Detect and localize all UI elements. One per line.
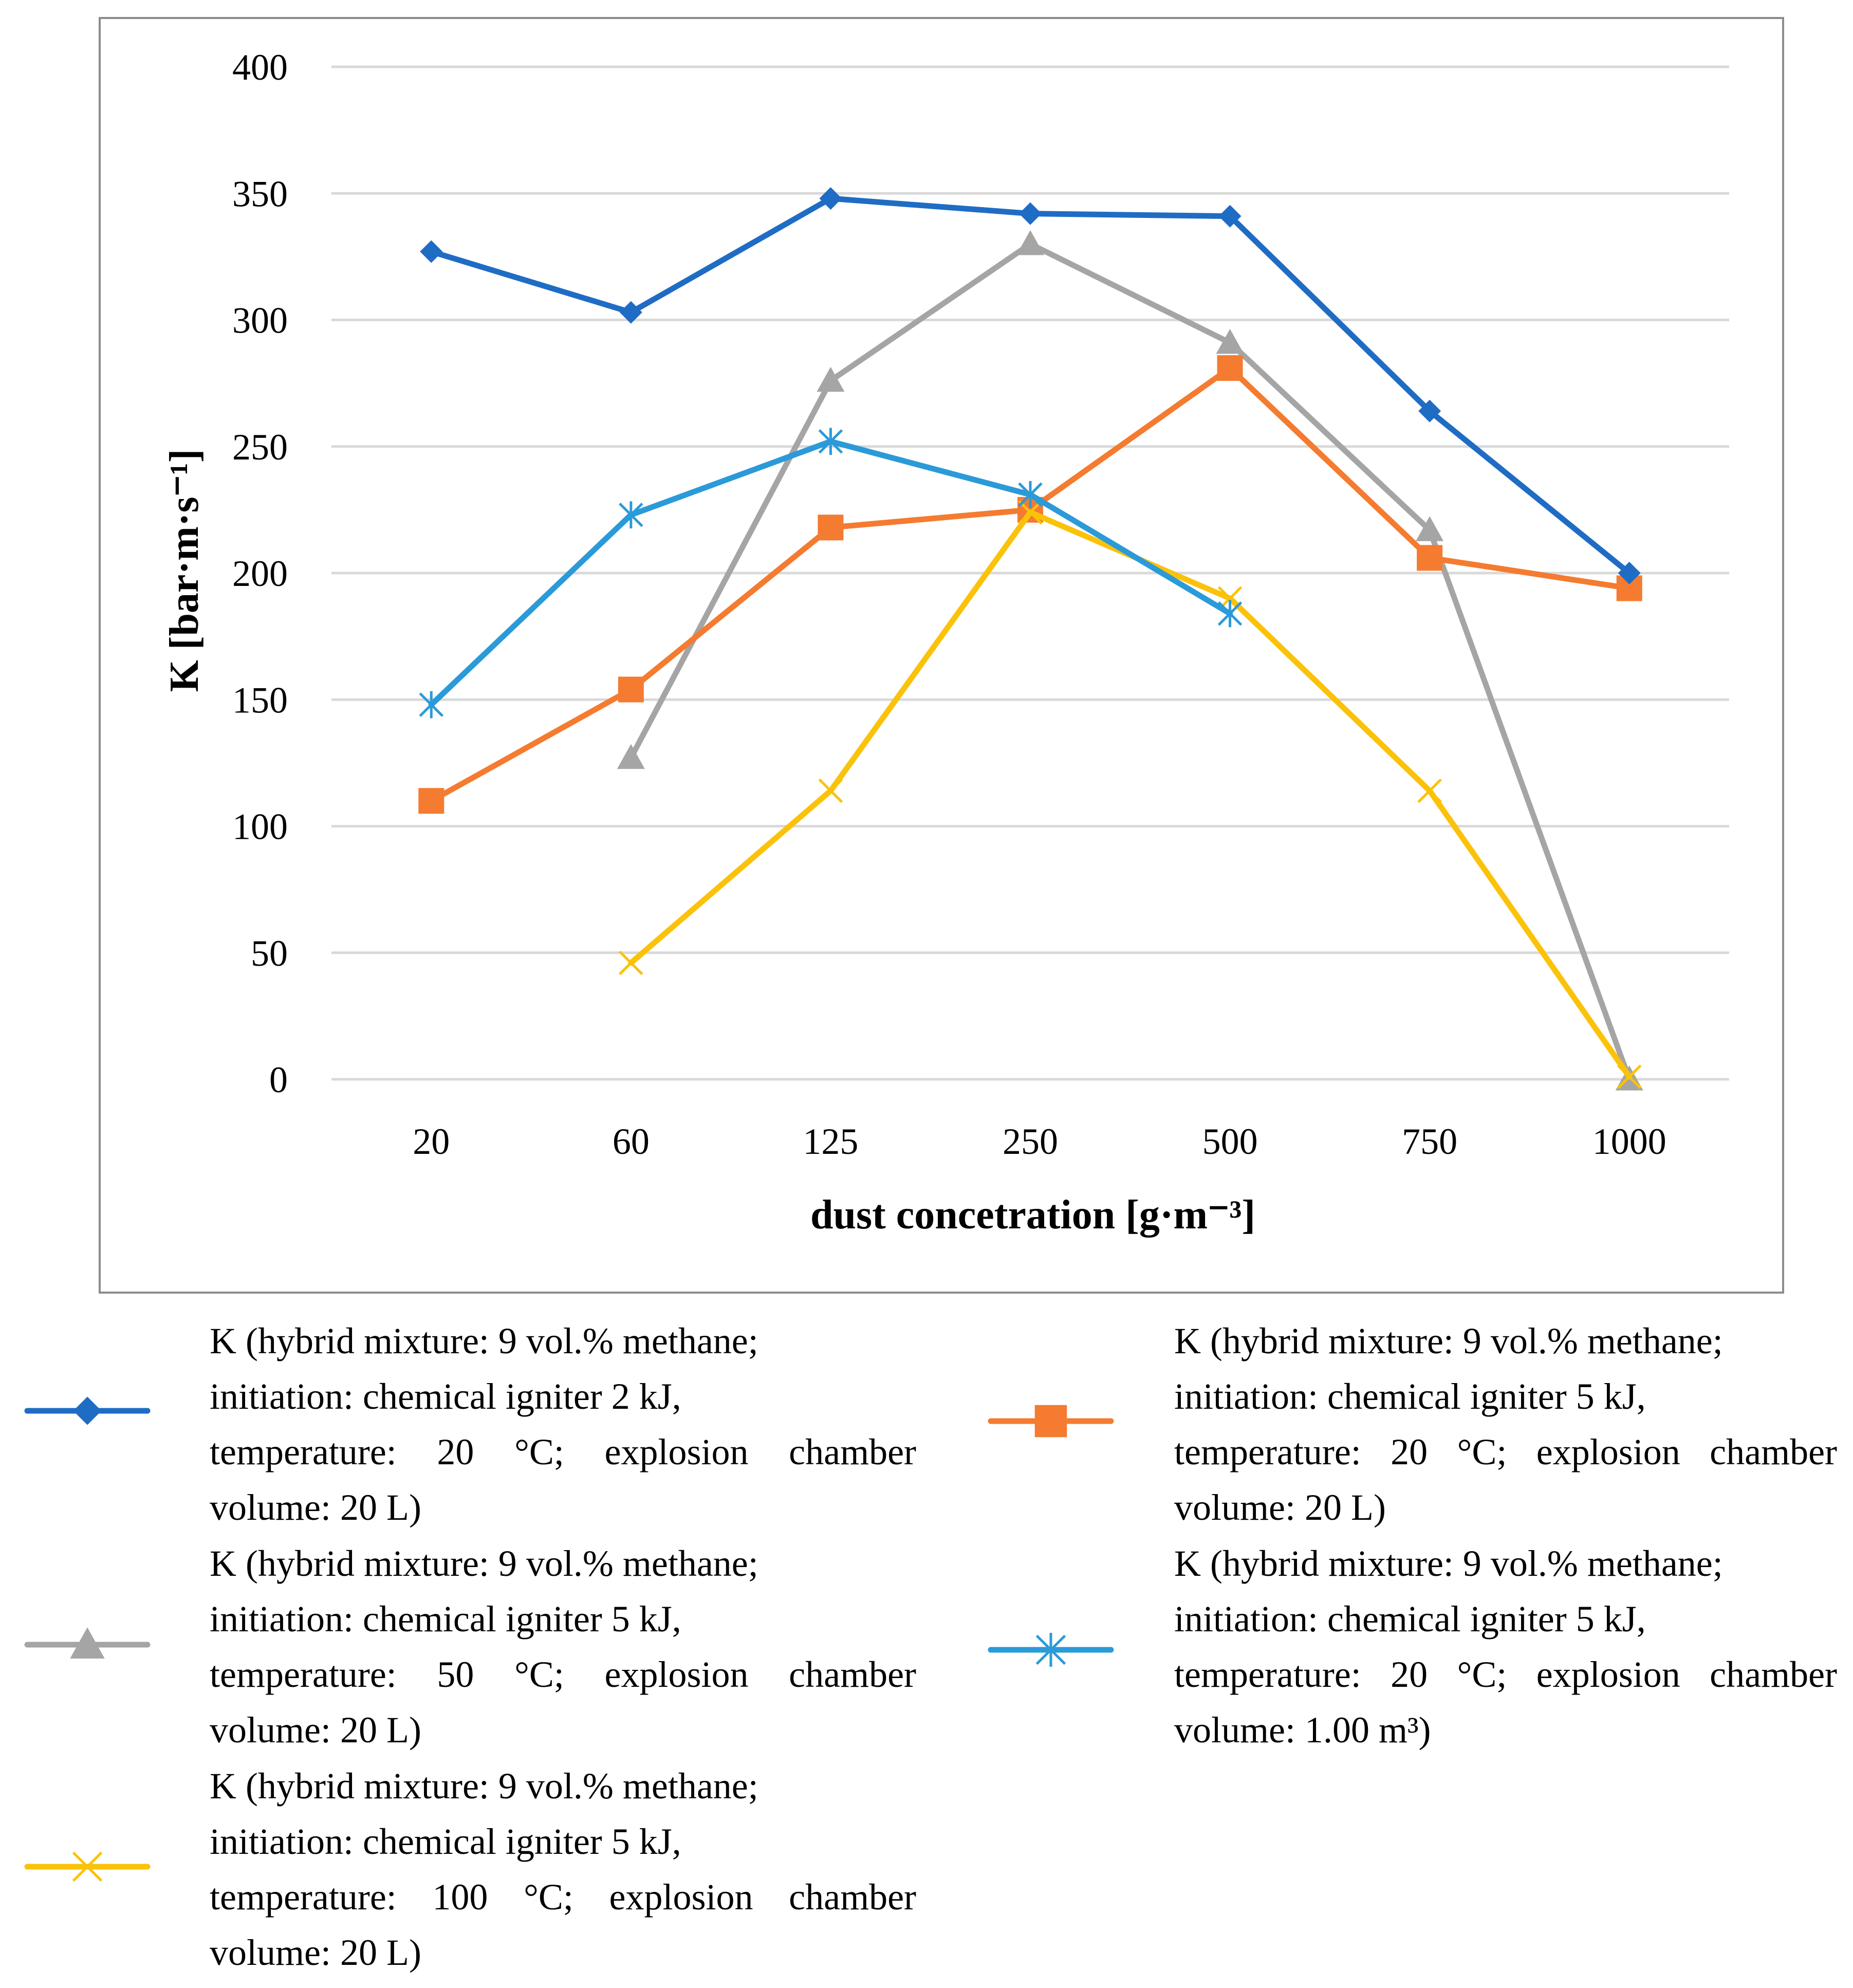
data-point xyxy=(70,1627,105,1659)
data-point xyxy=(1216,328,1244,354)
legend-label-line: temperature: 100 °C; explosion chamber xyxy=(210,1876,916,1918)
x-tick-label: 500 xyxy=(1202,1121,1258,1162)
data-point xyxy=(1034,1405,1067,1438)
legend-label: K (hybrid mixture: 9 vol.% methane; initi… xyxy=(1174,1536,1837,1758)
x-tick-label: 750 xyxy=(1402,1121,1457,1162)
y-tick-label: 400 xyxy=(232,47,288,88)
data-point xyxy=(420,240,443,263)
series-line xyxy=(628,509,1633,1080)
series-4 xyxy=(419,428,1243,719)
legend-label-line: temperature: 20 °C; explosion chamber xyxy=(1174,1431,1837,1472)
legend-label-line: initiation: chemical igniter 5 kJ, xyxy=(210,1821,681,1862)
data-point xyxy=(818,778,843,803)
series-line xyxy=(628,241,1633,1082)
data-point xyxy=(1019,202,1042,225)
x-axis-label: dust concetration [g·m⁻³] xyxy=(810,1192,1255,1238)
data-point xyxy=(1217,600,1243,628)
legend-label-line: initiation: chemical igniter 2 kJ, xyxy=(210,1376,681,1417)
data-point xyxy=(619,301,642,324)
data-point xyxy=(1218,205,1241,228)
legend-label-line: temperature: 20 °C; explosion chamber xyxy=(1174,1654,1837,1695)
plot-border xyxy=(99,17,1784,1294)
x-tick-label: 20 xyxy=(413,1121,450,1162)
legend-label-line: K (hybrid mixture: 9 vol.% methane; xyxy=(210,1543,758,1584)
legend-label-line: volume: 1.00 m³) xyxy=(1174,1709,1431,1751)
data-point xyxy=(1418,399,1441,422)
y-tick-label: 350 xyxy=(232,173,288,214)
data-point xyxy=(418,788,444,814)
data-point xyxy=(618,676,644,703)
series-group xyxy=(418,187,1643,1091)
legend-label-line: temperature: 50 °C; explosion chamber xyxy=(210,1654,916,1695)
y-tick-label: 250 xyxy=(232,427,288,468)
legend-label-line: volume: 20 L) xyxy=(210,1487,421,1528)
legend-label-line: volume: 20 L) xyxy=(210,1932,421,1973)
y-tick-label: 150 xyxy=(232,679,288,721)
data-point xyxy=(817,366,845,392)
data-point xyxy=(617,744,645,769)
y-tick-label: 200 xyxy=(232,553,288,594)
data-point xyxy=(72,1851,103,1882)
data-point xyxy=(619,501,643,529)
y-tick-label: 50 xyxy=(251,933,288,974)
x-tick-label: 1000 xyxy=(1592,1121,1666,1162)
data-point xyxy=(1016,230,1044,255)
x-tick-labels: 20 60 125 250 500 750 1000 xyxy=(413,1121,1666,1162)
series-3 xyxy=(617,230,1643,1091)
legend-label-line: K (hybrid mixture: 9 vol.% methane; xyxy=(1174,1320,1723,1361)
x-tick-label: 60 xyxy=(613,1121,650,1162)
data-point xyxy=(818,428,843,455)
x-tick-label: 125 xyxy=(803,1121,858,1162)
data-point xyxy=(1417,545,1443,571)
data-point xyxy=(1035,1633,1066,1667)
data-point xyxy=(1018,500,1043,525)
x-tick-label: 250 xyxy=(1003,1121,1058,1162)
legend-label-line: initiation: chemical igniter 5 kJ, xyxy=(210,1598,681,1640)
legend-label-line: K (hybrid mixture: 9 vol.% methane; xyxy=(1174,1543,1723,1584)
data-point xyxy=(1018,481,1043,508)
data-point xyxy=(819,187,842,210)
data-point xyxy=(1617,1064,1642,1089)
y-tick-label: 0 xyxy=(269,1059,288,1100)
y-axis-label: K [bar·m·s⁻¹] xyxy=(162,449,207,692)
legend-label-line: initiation: chemical igniter 5 kJ, xyxy=(1174,1598,1646,1640)
data-point xyxy=(419,691,444,719)
legend-label-line: K (hybrid mixture: 9 vol.% methane; xyxy=(210,1320,758,1361)
legend-label-line: volume: 20 L) xyxy=(1174,1487,1386,1528)
grid-lines xyxy=(331,65,1729,1081)
data-point xyxy=(73,1396,102,1425)
series-5 xyxy=(619,500,1642,1089)
data-point xyxy=(619,950,643,975)
legend-swatch xyxy=(24,1396,151,1425)
data-point xyxy=(1416,516,1444,541)
legend-label: K (hybrid mixture: 9 vol.% methane; initi… xyxy=(210,1536,916,1758)
legend-label: K (hybrid mixture: 9 vol.% methane; initi… xyxy=(210,1313,916,1535)
y-tick-labels: 0 50 100 150 200 250 300 350 400 xyxy=(232,47,288,1100)
legend-label-line: temperature: 20 °C; explosion chamber xyxy=(210,1431,916,1472)
legend-label-line: initiation: chemical igniter 5 kJ, xyxy=(1174,1376,1646,1417)
data-point xyxy=(1217,355,1243,381)
legend-label-line: volume: 20 L) xyxy=(210,1709,421,1751)
data-point xyxy=(818,514,844,541)
data-point xyxy=(1417,778,1442,803)
y-tick-label: 300 xyxy=(232,300,288,341)
legend-swatch xyxy=(988,1633,1114,1667)
legend-swatch xyxy=(24,1627,151,1659)
y-tick-label: 100 xyxy=(232,806,288,848)
legend-swatch xyxy=(988,1405,1114,1438)
series-2 xyxy=(418,355,1642,814)
series-1 xyxy=(420,187,1641,584)
legend-swatch xyxy=(24,1851,151,1882)
data-point xyxy=(1618,562,1641,584)
legend-label: K (hybrid mixture: 9 vol.% methane; initi… xyxy=(210,1758,916,1980)
legend-label-line: K (hybrid mixture: 9 vol.% methane; xyxy=(210,1765,758,1807)
legend-label: K (hybrid mixture: 9 vol.% methane; initi… xyxy=(1174,1313,1837,1535)
